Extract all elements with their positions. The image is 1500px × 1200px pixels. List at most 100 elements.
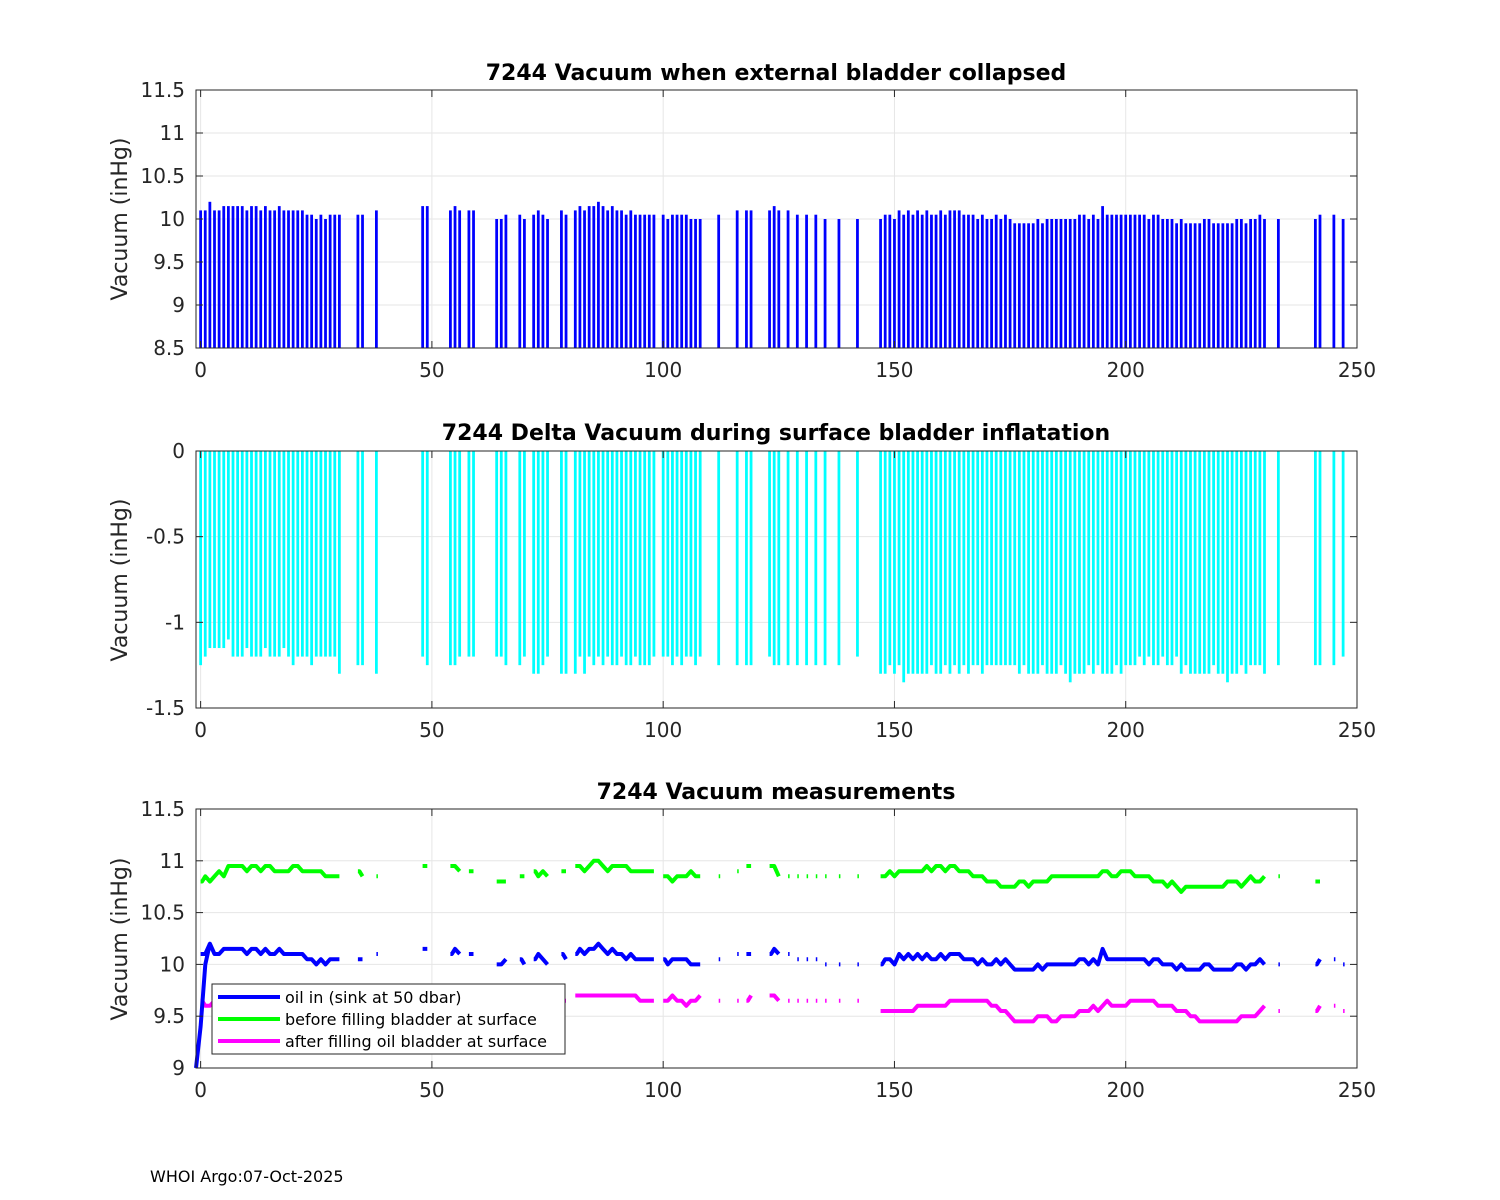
- bar: [823, 451, 827, 666]
- bar: [994, 214, 998, 348]
- bar: [560, 451, 563, 674]
- bar: [592, 206, 596, 348]
- bar: [518, 451, 522, 666]
- bar: [199, 451, 203, 666]
- bar: [277, 206, 281, 348]
- bar: [328, 214, 332, 348]
- series-oil-in-start: [194, 943, 212, 1069]
- bar: [1332, 214, 1336, 348]
- bar: [911, 214, 915, 348]
- bar: [1142, 451, 1146, 666]
- bar: [578, 206, 582, 348]
- bar: [735, 451, 739, 666]
- bar: [560, 210, 563, 348]
- bar: [1216, 223, 1220, 348]
- bar: [1318, 214, 1322, 348]
- bar: [962, 451, 966, 666]
- bar: [994, 451, 998, 666]
- bar: [1004, 214, 1007, 348]
- bar: [1110, 214, 1114, 348]
- bar: [1105, 214, 1109, 348]
- x-tick-label: 200: [1107, 718, 1145, 742]
- bar: [305, 451, 309, 657]
- bar: [1082, 214, 1086, 348]
- bar: [453, 206, 457, 348]
- bar: [583, 210, 586, 348]
- bar: [666, 451, 670, 657]
- bar: [1226, 451, 1229, 683]
- bar: [333, 214, 337, 348]
- bar: [1244, 223, 1248, 348]
- bar: [305, 214, 309, 348]
- bar: [698, 219, 702, 348]
- bar: [749, 210, 753, 348]
- bar: [916, 210, 919, 348]
- bar: [1221, 223, 1225, 348]
- bar: [1276, 219, 1280, 348]
- bar: [245, 451, 249, 649]
- bar: [1054, 451, 1058, 674]
- bar: [1244, 451, 1248, 674]
- bar: [499, 219, 503, 348]
- legend: oil in (sink at 50 dbar) before filling …: [211, 983, 566, 1055]
- chart-title: 7244 Vacuum measurements: [597, 780, 956, 805]
- chart-panel-measurements: 0 50 100 150 200 250 9 9.5 10 10.5 11 11.5 7244 Va…: [108, 780, 1376, 1102]
- bar: [222, 451, 226, 649]
- bar: [786, 451, 790, 666]
- y-axis-ticks: -1.5 -1 -0.5 0: [146, 439, 1357, 720]
- bar: [1175, 451, 1178, 657]
- series-oil-in-line: [200, 941, 1345, 972]
- bar: [661, 451, 665, 657]
- bar: [1017, 223, 1021, 348]
- bar: [902, 214, 906, 348]
- bar: [1045, 219, 1049, 348]
- bar: [217, 451, 221, 649]
- x-axis-ticks: 0 50 100 150 200 250: [194, 451, 1376, 742]
- bar: [467, 451, 471, 657]
- x-tick-label: 200: [1107, 358, 1145, 382]
- bar: [1189, 223, 1192, 348]
- y-tick-label: 10.5: [140, 164, 185, 188]
- bar: [1249, 451, 1253, 666]
- bar: [203, 210, 207, 348]
- bar: [1087, 219, 1091, 348]
- bar: [1008, 451, 1012, 666]
- bar: [541, 451, 545, 666]
- bar: [1031, 451, 1035, 674]
- bar: [948, 210, 952, 348]
- y-tick-label: 10.5: [140, 901, 185, 925]
- bar: [421, 206, 425, 348]
- y-axis-label: Vacuum (inHg): [108, 138, 133, 301]
- bar: [226, 206, 230, 348]
- bar: [1239, 451, 1243, 666]
- bar: [573, 451, 577, 674]
- bar: [300, 451, 304, 657]
- x-tick-label: 50: [419, 1078, 444, 1102]
- bar: [291, 451, 295, 666]
- bar: [240, 451, 244, 657]
- bar: [916, 451, 919, 674]
- bar: [1078, 214, 1081, 348]
- bar: [231, 451, 235, 657]
- bar: [356, 451, 360, 666]
- bar: [879, 219, 882, 348]
- bar: [1253, 219, 1257, 348]
- bar: [1119, 214, 1123, 348]
- bar: [1091, 214, 1095, 348]
- bar: [671, 451, 674, 666]
- bar: [1054, 219, 1058, 348]
- bar: [1198, 223, 1202, 348]
- bar: [893, 219, 896, 348]
- bar: [504, 214, 508, 348]
- bar: [1091, 451, 1095, 674]
- bar: [920, 451, 924, 674]
- bar: [324, 451, 327, 657]
- bar: [425, 451, 429, 666]
- bar: [1161, 451, 1165, 657]
- chart-title: 7244 Delta Vacuum during surface bladder…: [442, 421, 1110, 446]
- bar: [689, 451, 693, 657]
- bar: [1013, 451, 1017, 666]
- series-before-line: [200, 858, 1320, 894]
- bar: [1198, 451, 1202, 674]
- y-axis-label: Vacuum (inHg): [108, 499, 133, 662]
